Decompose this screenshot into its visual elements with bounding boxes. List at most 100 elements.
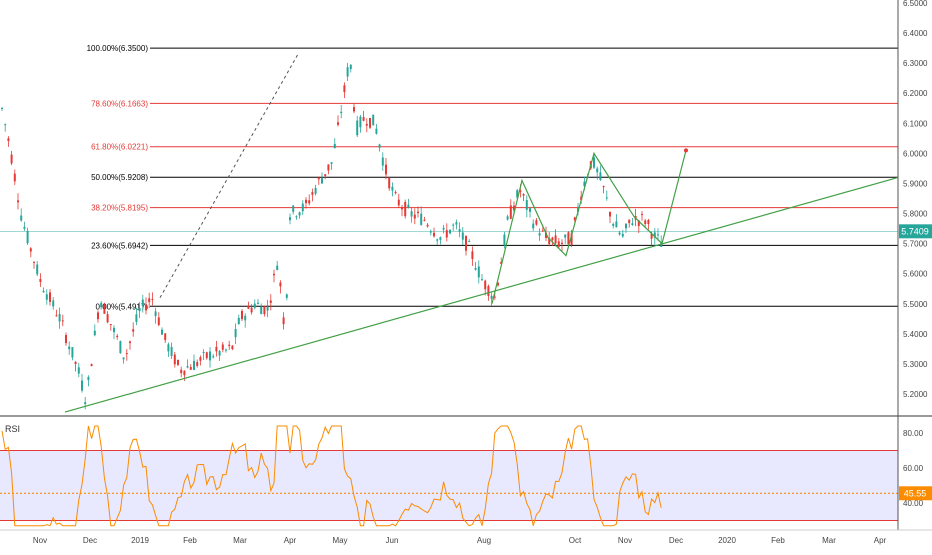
y-tick-label: 5.3000 bbox=[903, 360, 928, 369]
candle-body bbox=[519, 190, 522, 192]
candle-body bbox=[36, 264, 39, 275]
candle-body bbox=[279, 282, 282, 287]
candle-body bbox=[401, 207, 403, 210]
candle-body bbox=[333, 143, 336, 149]
y-tick-label: 5.4000 bbox=[903, 330, 928, 339]
candle-body bbox=[397, 199, 400, 206]
rsi-value-label: 45.55 bbox=[904, 488, 927, 498]
candle-body bbox=[609, 212, 611, 217]
candle-body bbox=[314, 187, 317, 194]
candle-body bbox=[372, 114, 375, 126]
candle-body bbox=[148, 298, 151, 303]
x-tick-label: Apr bbox=[284, 536, 297, 545]
candle-body bbox=[596, 168, 599, 173]
y-tick-label: 6.2000 bbox=[903, 89, 928, 98]
candle-body bbox=[404, 201, 407, 217]
fib-level-label: 100.00%(6.3500) bbox=[87, 44, 149, 53]
candle-body bbox=[647, 219, 650, 225]
candle-body bbox=[593, 157, 595, 168]
candle-body bbox=[612, 223, 615, 226]
candle-body bbox=[359, 116, 362, 128]
candle-body bbox=[132, 329, 135, 332]
x-tick-label: Dec bbox=[83, 536, 97, 545]
candle-body bbox=[42, 290, 45, 293]
candle-body bbox=[429, 231, 432, 233]
candle-body bbox=[381, 157, 384, 166]
candle-body bbox=[327, 164, 330, 171]
candle-body bbox=[522, 194, 525, 196]
candle-body bbox=[330, 162, 333, 164]
candle-body bbox=[1, 107, 3, 110]
y-tick-label: 5.6000 bbox=[903, 270, 928, 279]
candle-body bbox=[356, 120, 359, 136]
candle-body bbox=[506, 216, 509, 220]
candle-body bbox=[474, 267, 477, 270]
candle-body bbox=[385, 164, 387, 175]
candle-body bbox=[628, 219, 631, 224]
candle-body bbox=[68, 346, 71, 350]
candle-body bbox=[180, 369, 183, 374]
y-tick-label: 5.2000 bbox=[903, 390, 928, 399]
candle-body bbox=[532, 223, 535, 229]
candle-body bbox=[164, 333, 167, 341]
candle-body bbox=[362, 117, 365, 121]
candle-body bbox=[353, 107, 355, 112]
candle-body bbox=[653, 232, 656, 238]
candle-body bbox=[234, 328, 237, 338]
candle-body bbox=[375, 128, 378, 134]
candle-body bbox=[452, 224, 455, 226]
candle-body bbox=[378, 144, 381, 148]
candle-body bbox=[135, 314, 138, 322]
x-tick-label: Aug bbox=[477, 536, 491, 545]
y-tick-label: 5.7000 bbox=[903, 240, 928, 249]
rsi-tick-label: 80.00 bbox=[903, 429, 924, 438]
target-point bbox=[684, 148, 688, 153]
rsi-value-badge: 45.55 bbox=[899, 486, 932, 501]
candle-body bbox=[103, 303, 106, 314]
candle-body bbox=[369, 117, 371, 128]
rsi-line bbox=[1, 425, 662, 527]
candle-body bbox=[247, 305, 250, 309]
candle-body bbox=[461, 232, 464, 240]
candle-body bbox=[343, 85, 346, 93]
candle-body bbox=[29, 248, 32, 252]
x-tick-label: Oct bbox=[569, 536, 582, 545]
candle-body bbox=[497, 282, 499, 286]
candle-body bbox=[551, 237, 554, 241]
candle-body bbox=[641, 213, 643, 215]
last-price-label: 5.7409 bbox=[901, 226, 929, 236]
candle-body bbox=[308, 200, 311, 204]
candle-body bbox=[189, 367, 192, 370]
x-tick-label: Feb bbox=[183, 536, 197, 545]
candle-body bbox=[119, 341, 122, 354]
candle-body bbox=[10, 154, 13, 164]
candle-body bbox=[538, 233, 541, 236]
candle-body bbox=[61, 320, 64, 322]
candle-body bbox=[244, 315, 247, 321]
candle-body bbox=[557, 241, 560, 247]
candle-body bbox=[292, 205, 295, 212]
candle-body bbox=[106, 314, 109, 323]
candle-body bbox=[154, 311, 157, 317]
candle-body bbox=[13, 173, 16, 182]
candle-body bbox=[138, 308, 141, 312]
x-tick-label: Feb bbox=[771, 536, 785, 545]
candle-body bbox=[602, 186, 605, 188]
candle-body bbox=[295, 216, 298, 218]
candle-body bbox=[218, 350, 221, 356]
candle-body bbox=[410, 211, 413, 217]
candle-body bbox=[346, 67, 349, 77]
x-tick-label: 2020 bbox=[718, 536, 736, 545]
candle-body bbox=[266, 307, 269, 311]
candle-body bbox=[282, 317, 285, 325]
candle-body bbox=[183, 370, 186, 376]
candle-body bbox=[257, 302, 259, 304]
candle-body bbox=[484, 280, 487, 290]
candle-body bbox=[615, 221, 618, 228]
rsi-tick-label: 60.00 bbox=[903, 464, 924, 473]
y-tick-label: 6.4000 bbox=[903, 29, 928, 38]
fib-level-label: 23.60%(5.6942) bbox=[91, 241, 148, 250]
rsi-title: RSI bbox=[5, 424, 20, 434]
candle-body bbox=[20, 215, 23, 221]
rsi-axis-ticks: 80.00 60.00 40.00 bbox=[903, 429, 924, 508]
